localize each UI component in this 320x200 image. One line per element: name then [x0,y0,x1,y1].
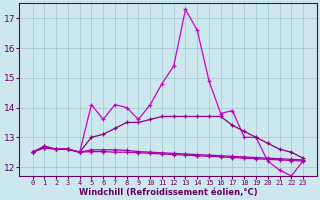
X-axis label: Windchill (Refroidissement éolien,°C): Windchill (Refroidissement éolien,°C) [78,188,257,197]
